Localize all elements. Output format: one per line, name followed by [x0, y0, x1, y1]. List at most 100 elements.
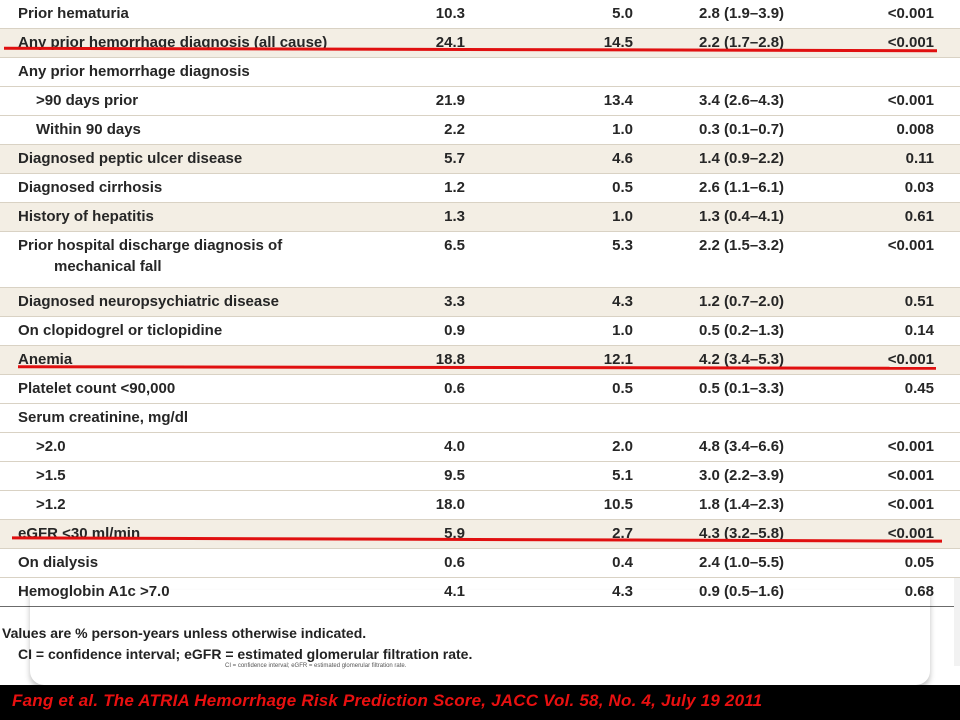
p-value: 0.51	[904, 293, 934, 310]
ratio-ci-value: 2.2 (1.7–2.8)	[699, 34, 785, 51]
ratio-ci-value: 2.8 (1.9–3.9)	[699, 5, 785, 22]
col2-value: 0.4	[612, 554, 633, 571]
table-row: Diagnosed cirrhosis 1.2 0.5 2.6 (1.1–6.1…	[0, 174, 960, 203]
col2-value: 10.5	[603, 496, 633, 513]
ratio-ci-value: 4.3 (3.2–5.8)	[699, 525, 785, 542]
citation-footer: Fang et al. The ATRIA Hemorrhage Risk Pr…	[0, 685, 960, 720]
table-row: On dialysis 0.6 0.4 2.4 (1.0–5.5) 0.05	[0, 549, 960, 578]
table-row: Diagnosed neuropsychiatric disease 3.3 4…	[0, 288, 960, 317]
row-label: >2.0	[36, 438, 66, 455]
col1-value: 6.5	[444, 237, 465, 254]
table-footnotes: Values are % person-years unless otherwi…	[0, 622, 960, 692]
results-table: Prior hematuria 10.3 5.0 2.8 (1.9–3.9) <…	[0, 0, 960, 607]
p-value: 0.03	[904, 179, 934, 196]
col1-value: 2.2	[444, 121, 465, 138]
col1-value: 4.0	[444, 438, 465, 455]
table-row: Any prior hemorrhage diagnosis	[0, 58, 960, 87]
col1-value: 0.9	[444, 322, 465, 339]
p-value: 0.05	[904, 554, 934, 571]
footnote-abbreviations: CI = confidence interval; eGFR = estimat…	[18, 646, 473, 662]
row-label: Diagnosed peptic ulcer disease	[18, 150, 243, 167]
col1-value: 5.7	[444, 150, 465, 167]
slide-edge	[954, 578, 960, 666]
ratio-ci-value: 1.2 (0.7–2.0)	[699, 293, 785, 310]
col2-value: 4.3	[612, 293, 633, 310]
col1-value: 0.6	[444, 554, 465, 571]
ratio-ci-value: 3.0 (2.2–3.9)	[699, 467, 785, 484]
footnote-values: Values are % person-years unless otherwi…	[2, 625, 367, 641]
p-value: <0.001	[887, 5, 934, 22]
p-value: 0.61	[904, 208, 934, 225]
col2-value: 14.5	[603, 34, 633, 51]
ratio-ci-value: 1.4 (0.9–2.2)	[699, 150, 785, 167]
col2-value: 5.0	[612, 5, 633, 22]
col2-value: 5.3	[612, 237, 633, 254]
row-label: Serum creatinine, mg/dl	[18, 409, 189, 426]
table-row: On clopidogrel or ticlopidine 0.9 1.0 0.…	[0, 317, 960, 346]
row-label: On clopidogrel or ticlopidine	[18, 322, 223, 339]
row-label-line1: Prior hospital discharge diagnosis of	[18, 237, 283, 254]
table-row: >2.0 4.0 2.0 4.8 (3.4–6.6) <0.001	[0, 433, 960, 462]
table-row: eGFR <30 ml/min 5.9 2.7 4.3 (3.2–5.8) <0…	[0, 520, 960, 549]
table-row: Platelet count <90,000 0.6 0.5 0.5 (0.1–…	[0, 375, 960, 404]
p-value: <0.001	[887, 92, 934, 109]
col1-value: 3.3	[444, 293, 465, 310]
row-label: Hemoglobin A1c >7.0	[18, 583, 170, 600]
table-row: >1.5 9.5 5.1 3.0 (2.2–3.9) <0.001	[0, 462, 960, 491]
row-label: On dialysis	[18, 554, 99, 571]
col1-value: 4.1	[444, 583, 465, 600]
col2-value: 1.0	[612, 121, 633, 138]
ratio-ci-value: 3.4 (2.6–4.3)	[699, 92, 785, 109]
col2-value: 2.0	[612, 438, 633, 455]
p-value: 0.008	[896, 121, 934, 138]
ratio-ci-value: 4.2 (3.4–5.3)	[699, 351, 785, 368]
row-label: Any prior hemorrhage diagnosis (all caus…	[18, 34, 328, 51]
col2-value: 1.0	[612, 322, 633, 339]
col1-value: 24.1	[435, 34, 465, 51]
col2-value: 13.4	[603, 92, 633, 109]
col1-value: 0.6	[444, 380, 465, 397]
row-label: >1.5	[36, 467, 66, 484]
p-value: <0.001	[887, 467, 934, 484]
ratio-ci-value: 2.6 (1.1–6.1)	[699, 179, 785, 196]
p-value: <0.001	[887, 237, 934, 254]
row-label: >1.2	[36, 496, 66, 513]
table-row: >1.2 18.0 10.5 1.8 (1.4–2.3) <0.001	[0, 491, 960, 520]
table-row: Diagnosed peptic ulcer disease 5.7 4.6 1…	[0, 145, 960, 174]
ratio-ci-value: 0.9 (0.5–1.6)	[699, 583, 785, 600]
table-row: Any prior hemorrhage diagnosis (all caus…	[0, 29, 960, 58]
col2-value: 5.1	[612, 467, 633, 484]
col1-value: 18.8	[435, 351, 465, 368]
row-label: >90 days prior	[36, 92, 139, 109]
row-label: Platelet count <90,000	[18, 380, 176, 397]
row-label: Prior hospital discharge diagnosis of me…	[18, 237, 282, 275]
ratio-ci-value: 1.3 (0.4–4.1)	[699, 208, 785, 225]
ratio-ci-value: 0.5 (0.2–1.3)	[699, 322, 785, 339]
table-row: Prior hematuria 10.3 5.0 2.8 (1.9–3.9) <…	[0, 0, 960, 29]
p-value: 0.14	[904, 322, 934, 339]
row-label-line2: mechanical fall	[54, 258, 162, 275]
table-row: History of hepatitis 1.3 1.0 1.3 (0.4–4.…	[0, 203, 960, 232]
table-row: >90 days prior 21.9 13.4 3.4 (2.6–4.3) <…	[0, 87, 960, 116]
col2-value: 4.3	[612, 583, 633, 600]
col1-value: 21.9	[435, 92, 465, 109]
p-value: 0.11	[905, 150, 934, 167]
col1-value: 18.0	[435, 496, 465, 513]
footnote-ghost-text: CI = confidence interval; eGFR = estimat…	[225, 663, 407, 669]
col2-value: 0.5	[612, 179, 633, 196]
ratio-ci-value: 0.5 (0.1–3.3)	[699, 380, 785, 397]
ratio-ci-value: 0.3 (0.1–0.7)	[699, 121, 785, 138]
p-value: <0.001	[887, 496, 934, 513]
row-label: Anemia	[18, 351, 73, 368]
p-value: <0.001	[887, 34, 934, 51]
ratio-ci-value: 2.2 (1.5–3.2)	[699, 237, 785, 254]
ratio-ci-value: 4.8 (3.4–6.6)	[699, 438, 785, 455]
p-value: <0.001	[887, 351, 934, 368]
col1-value: 1.3	[444, 208, 465, 225]
col1-value: 10.3	[435, 5, 465, 22]
row-label: Within 90 days	[36, 121, 141, 138]
p-value: <0.001	[887, 438, 934, 455]
row-label: Diagnosed neuropsychiatric disease	[18, 293, 279, 310]
row-label: Any prior hemorrhage diagnosis	[18, 63, 250, 80]
table-row: Prior hospital discharge diagnosis of me…	[0, 232, 960, 288]
